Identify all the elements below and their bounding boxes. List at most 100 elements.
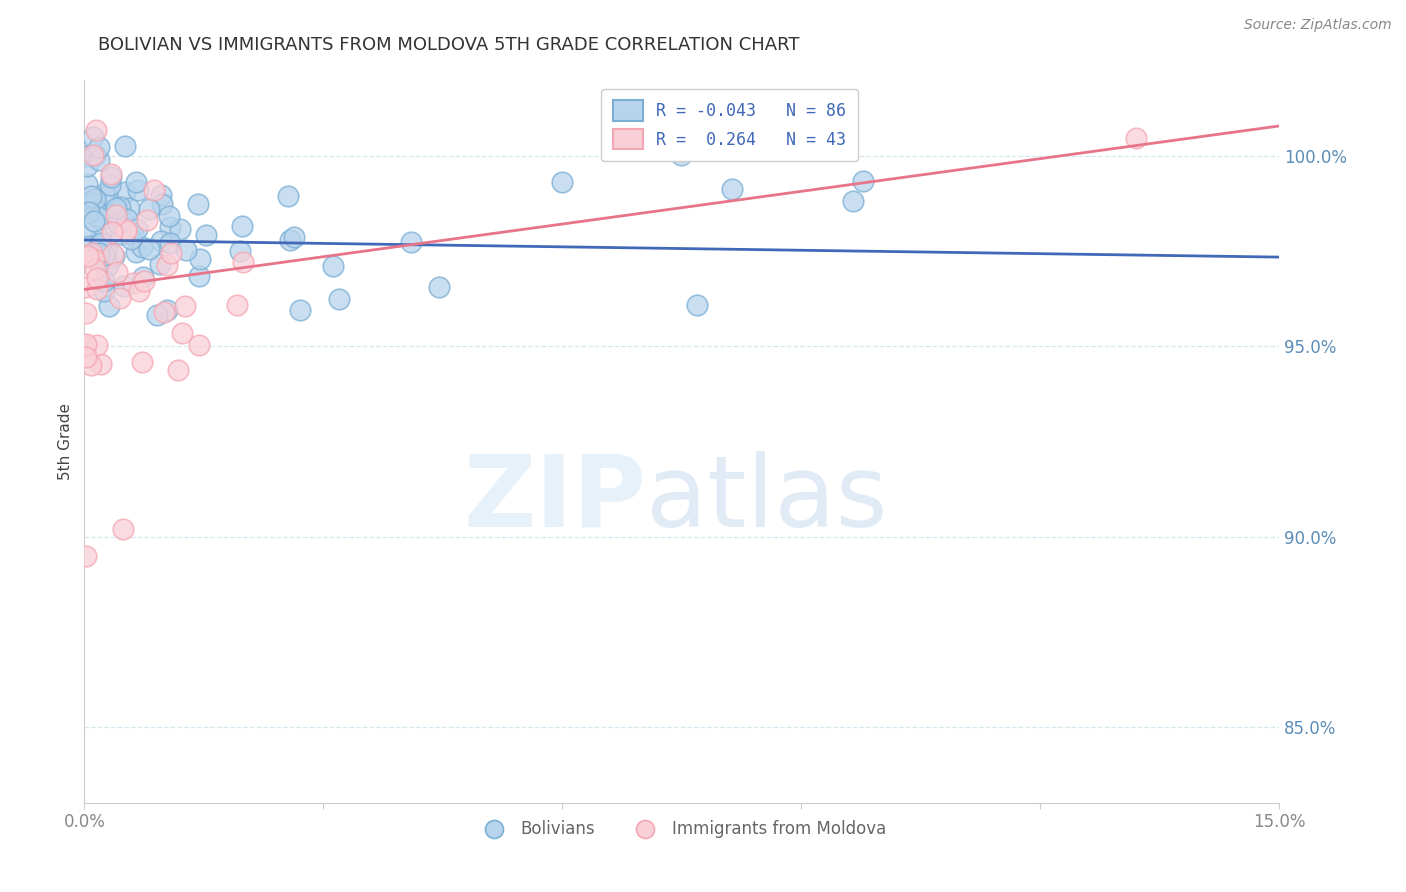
Point xyxy=(195,228,218,243)
Point xyxy=(188,252,211,266)
Point xyxy=(173,299,195,313)
Point xyxy=(669,148,692,162)
Point xyxy=(146,308,169,322)
Point xyxy=(132,269,155,284)
Point xyxy=(125,175,148,189)
Point xyxy=(551,175,574,189)
Point xyxy=(83,252,105,267)
Point xyxy=(226,298,249,312)
Point xyxy=(186,196,208,211)
Point xyxy=(277,189,299,203)
Point xyxy=(138,243,160,257)
Point xyxy=(98,178,121,193)
Point xyxy=(187,268,209,283)
Point xyxy=(322,259,344,273)
Point xyxy=(721,182,744,196)
Point xyxy=(76,177,98,191)
Point xyxy=(77,248,100,262)
Point xyxy=(842,194,865,209)
Point xyxy=(328,292,350,306)
Point xyxy=(84,262,107,277)
Point xyxy=(283,229,305,244)
Point xyxy=(87,139,110,153)
Point xyxy=(75,221,97,235)
Point xyxy=(115,224,138,238)
Point xyxy=(77,205,100,219)
Point xyxy=(108,201,131,215)
Point xyxy=(97,258,120,272)
Point xyxy=(86,338,108,352)
Point xyxy=(75,339,97,353)
Point xyxy=(86,204,108,219)
Point xyxy=(149,235,172,249)
Point xyxy=(167,363,190,377)
Point xyxy=(93,274,115,288)
Point xyxy=(101,247,124,261)
Point xyxy=(105,208,128,222)
Point xyxy=(427,279,450,293)
Point xyxy=(83,192,105,206)
Point xyxy=(84,148,107,162)
Point xyxy=(121,277,143,291)
Point xyxy=(288,302,311,317)
Point xyxy=(101,225,124,239)
Point xyxy=(89,232,111,246)
Legend: Bolivians, Immigrants from Moldova: Bolivians, Immigrants from Moldova xyxy=(471,814,893,845)
Point xyxy=(157,210,180,224)
Point xyxy=(105,265,128,279)
Point xyxy=(176,244,198,258)
Point xyxy=(76,159,98,173)
Point xyxy=(111,522,134,536)
Point xyxy=(686,297,709,311)
Point xyxy=(114,185,136,199)
Point xyxy=(75,336,97,351)
Point xyxy=(231,219,253,234)
Point xyxy=(87,210,110,224)
Point xyxy=(128,284,150,298)
Point xyxy=(77,239,100,253)
Point xyxy=(90,235,112,250)
Point xyxy=(93,187,115,202)
Text: ZIP: ZIP xyxy=(463,450,647,548)
Point xyxy=(153,305,176,319)
Point xyxy=(110,227,132,242)
Point xyxy=(150,196,173,211)
Text: BOLIVIAN VS IMMIGRANTS FROM MOLDOVA 5TH GRADE CORRELATION CHART: BOLIVIAN VS IMMIGRANTS FROM MOLDOVA 5TH … xyxy=(98,36,800,54)
Point xyxy=(232,255,254,269)
Point xyxy=(156,302,179,317)
Point xyxy=(156,258,179,272)
Point xyxy=(127,222,149,236)
Point xyxy=(100,169,122,184)
Point xyxy=(80,358,103,372)
Point xyxy=(115,223,138,237)
Point xyxy=(75,280,97,294)
Point xyxy=(159,246,181,260)
Point xyxy=(136,213,159,227)
Point xyxy=(87,246,110,260)
Point xyxy=(82,130,104,145)
Point xyxy=(107,217,129,231)
Point xyxy=(103,249,125,263)
Point xyxy=(143,183,166,197)
Point xyxy=(131,355,153,369)
Point xyxy=(75,350,97,364)
Point xyxy=(278,233,301,247)
Point xyxy=(87,237,110,252)
Point xyxy=(75,306,97,320)
Point xyxy=(86,271,108,285)
Point xyxy=(86,282,108,296)
Text: Source: ZipAtlas.com: Source: ZipAtlas.com xyxy=(1244,18,1392,32)
Point xyxy=(83,214,105,228)
Point xyxy=(80,246,103,260)
Point xyxy=(108,291,131,305)
Point xyxy=(852,174,875,188)
Point xyxy=(96,188,118,202)
Point xyxy=(76,149,98,163)
Point xyxy=(127,183,149,197)
Point xyxy=(91,202,114,217)
Point xyxy=(114,138,136,153)
Point xyxy=(75,549,97,563)
Point xyxy=(104,201,127,215)
Point xyxy=(84,123,107,137)
Point xyxy=(80,195,103,210)
